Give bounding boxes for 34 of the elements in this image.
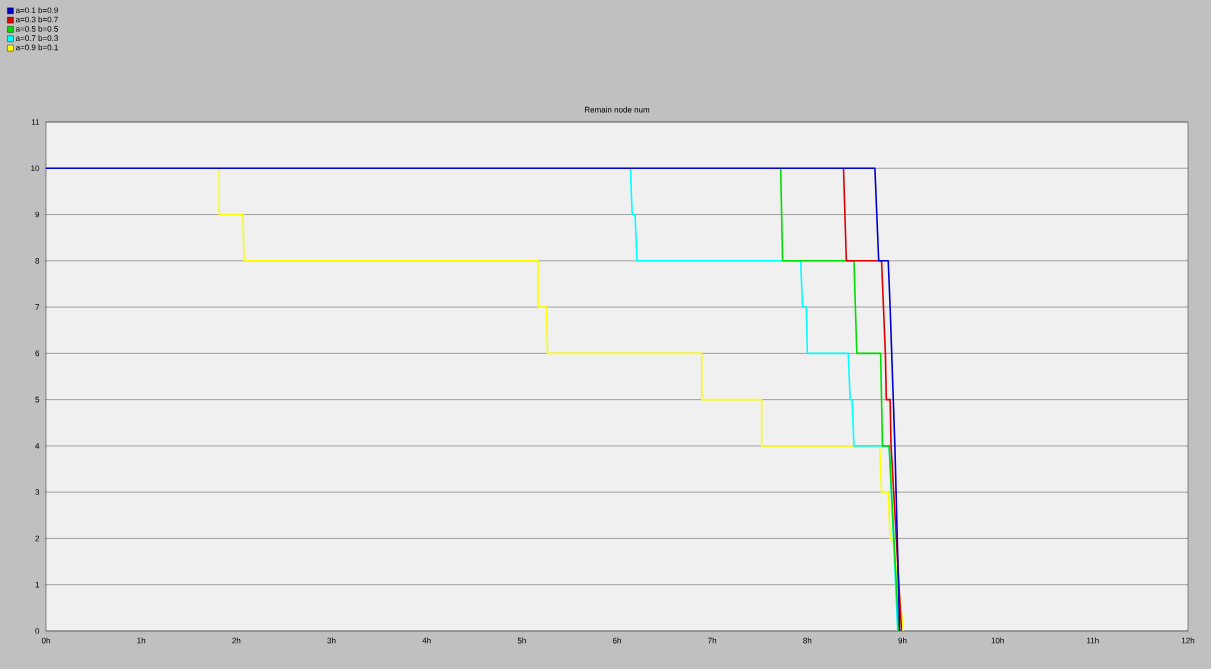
x-tick-label: 3h (327, 637, 336, 644)
legend-label: a=0.5 b=0.5 (15, 25, 58, 32)
y-tick-label: 4 (35, 443, 40, 449)
x-tick-label: 1h (137, 637, 146, 644)
x-tick-label: 2h (232, 637, 241, 644)
x-tick-label: 7h (708, 637, 717, 644)
legend-label: a=0.7 b=0.3 (15, 35, 58, 41)
x-tick-label: 10h (991, 637, 1004, 644)
y-tick-label: 3 (35, 489, 40, 495)
x-tick-label: 0h (41, 637, 50, 644)
y-tick-label: 6 (35, 350, 40, 357)
chart-title: Remain node num (584, 106, 650, 113)
y-tick-label: 1 (35, 581, 40, 588)
x-tick-label: 12h (1181, 637, 1195, 644)
legend-label: a=0.1 b=0.9 (15, 7, 58, 14)
line-series (218, 167, 905, 631)
x-tick-label: 8h (803, 637, 812, 644)
y-tick-label: 2 (35, 535, 40, 542)
x-tick-label: 9h (898, 637, 907, 644)
y-tick-label: 8 (35, 257, 40, 264)
x-tick-label: 5h (517, 637, 526, 644)
y-tick-label: 9 (35, 211, 40, 218)
y-tick-label: 7 (35, 304, 40, 310)
line-series (779, 167, 900, 631)
legend-label: a=0.3 b=0.7 (15, 16, 58, 23)
x-tick-label: 4h (422, 637, 431, 644)
line-series (842, 167, 903, 631)
y-tick-label: 0 (35, 628, 40, 634)
x-tick-label: 11h (1087, 637, 1099, 644)
y-tick-label: 5 (35, 396, 40, 403)
y-tick-label: 11 (31, 119, 40, 125)
x-tick-label: 6h (612, 637, 621, 644)
y-tick-label: 10 (31, 165, 40, 172)
legend-label: a=0.9 b=0.1 (15, 44, 58, 51)
